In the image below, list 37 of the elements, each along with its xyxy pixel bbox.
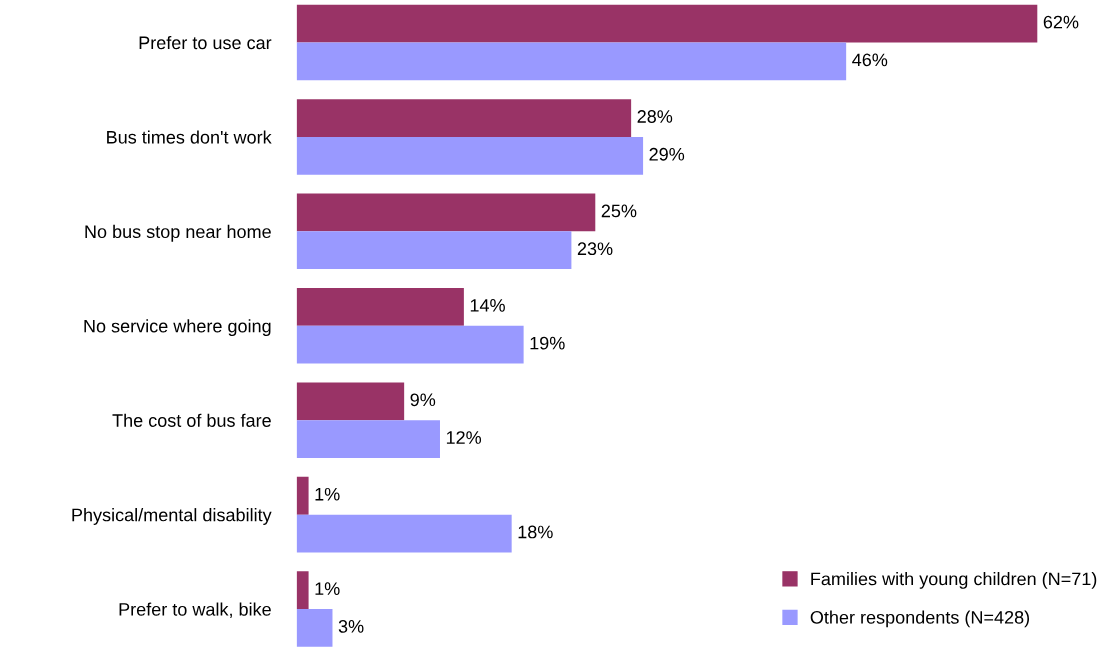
legend-label: Families with young children (N=71) [811,572,1097,589]
data-label: 18% [518,525,553,539]
y-tick-label: The cost of bus fare [112,413,271,427]
data-label: 3% [338,620,364,633]
y-tick-label: Prefer to walk, bike [119,602,271,618]
data-label: 62% [1043,15,1079,29]
data-label: 23% [577,242,613,256]
bar [296,420,440,458]
y-tick-label: No bus stop near home [85,224,271,242]
data-label: 25% [601,204,637,218]
y-tick-label: Bus times don't work [107,130,272,144]
bar [296,514,512,553]
bar [296,325,524,364]
bar [296,571,309,610]
bar [296,99,632,137]
bar [296,231,572,270]
y-tick-label: Physical/mental disability [72,508,272,525]
bar [296,42,847,81]
data-label: 19% [530,336,565,350]
bar [296,136,644,175]
data-label: 29% [649,147,685,161]
data-label: 1% [315,582,340,595]
bar [296,609,333,647]
bar [296,476,309,515]
data-label: 14% [470,299,505,312]
data-label: 12% [446,431,482,444]
data-label: 9% [410,393,436,407]
y-tick-label: No service where going [84,319,271,337]
bar [296,4,1038,43]
bar [296,193,596,232]
bar [296,288,464,326]
data-label: 46% [852,53,888,67]
data-label: 1% [315,487,340,501]
data-label: 28% [637,110,673,123]
y-tick-label: Prefer to use car [139,35,272,50]
legend-label: Other respondents (N=428) [810,610,1030,628]
bar [296,382,405,421]
